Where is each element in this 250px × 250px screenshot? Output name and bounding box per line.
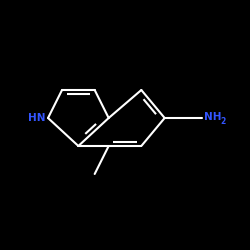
Text: NH: NH xyxy=(204,112,222,122)
Text: HN: HN xyxy=(28,113,46,123)
Text: 2: 2 xyxy=(220,117,226,126)
